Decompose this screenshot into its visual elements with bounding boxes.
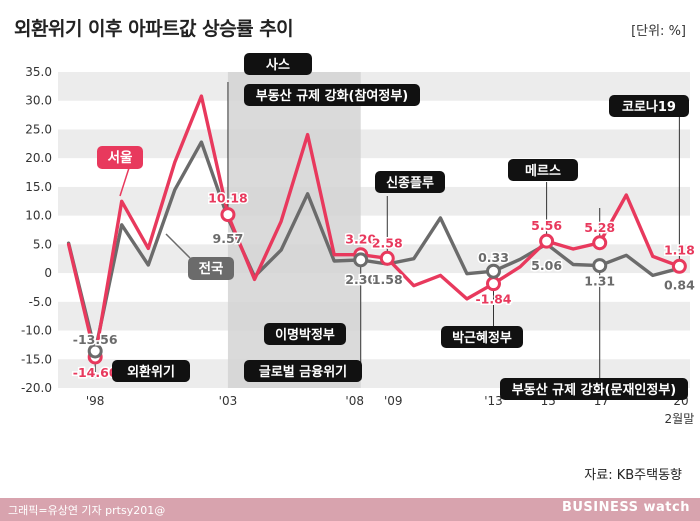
data-label: 5.06 bbox=[531, 258, 562, 273]
annotation-label: 신종플루 bbox=[386, 176, 434, 191]
annotation-label: 박근혜정부 bbox=[452, 330, 512, 346]
y-tick-label: 0 bbox=[44, 266, 52, 280]
x-tick-label: '98 bbox=[86, 394, 105, 408]
annotation-label: 부동산 규제 강화(문재인정부) bbox=[512, 382, 676, 398]
y-tick-label: 20.0 bbox=[25, 151, 52, 165]
annotation-box bbox=[244, 360, 362, 382]
marker-point bbox=[220, 207, 236, 223]
marker-points bbox=[87, 207, 687, 365]
unit-label: [단위: %] bbox=[631, 24, 686, 39]
annotation-box bbox=[375, 171, 445, 193]
series-lines bbox=[66, 94, 682, 359]
marker-point bbox=[87, 343, 103, 359]
annotation-label: 사스 bbox=[266, 57, 290, 73]
marker-point bbox=[353, 252, 369, 268]
data-label: -13.56 bbox=[73, 332, 118, 347]
series-line-seoul bbox=[66, 94, 682, 359]
x-tick-label: '08 bbox=[345, 394, 364, 408]
x-tick-label: '09 bbox=[384, 394, 403, 408]
annotation-leaders bbox=[94, 82, 680, 380]
annotation-box bbox=[112, 360, 190, 382]
y-tick-label: 30.0 bbox=[25, 94, 52, 108]
series-label-box bbox=[188, 257, 234, 280]
background-band bbox=[58, 186, 690, 216]
marker-point bbox=[485, 263, 501, 279]
data-label: 1.31 bbox=[584, 274, 615, 289]
annotation-label: 코로나19 bbox=[622, 99, 676, 115]
annotation-box bbox=[500, 378, 688, 400]
chart-title: 외환위기 이후 아파트값 상승률 추이 bbox=[14, 18, 294, 40]
data-label: 0.84 bbox=[664, 277, 695, 292]
y-tick-label: -15.0 bbox=[21, 352, 52, 366]
data-label: -14.60 bbox=[73, 365, 118, 380]
data-label: 1.58 bbox=[372, 272, 403, 287]
y-tick-label: -20.0 bbox=[21, 381, 52, 395]
y-tick-label: 25.0 bbox=[25, 122, 52, 136]
marker-point bbox=[539, 233, 555, 249]
data-label: 5.28 bbox=[584, 220, 615, 235]
marker-point bbox=[671, 258, 687, 274]
annotation-box bbox=[441, 326, 523, 348]
annotation-label: 메르스 bbox=[525, 164, 561, 179]
data-label: 2.30 bbox=[345, 272, 376, 287]
source-note: 자료: KB주택동향 bbox=[584, 468, 682, 483]
y-tick-label: 5.0 bbox=[33, 237, 52, 251]
annotation-box bbox=[244, 84, 420, 106]
data-label: 2.58 bbox=[372, 235, 403, 250]
brand-logo: BUSINESS watch bbox=[561, 500, 690, 515]
y-axis-ticks: 35.0 30.0 25.0 20.0 15.0 10.0 5.0 0 -5.0 -10.0 -15… bbox=[21, 65, 52, 395]
annotation-box bbox=[244, 53, 312, 75]
marker-point bbox=[379, 250, 395, 266]
annotation-box bbox=[508, 159, 578, 181]
data-label: 1.18 bbox=[664, 242, 695, 257]
data-label: -1.84 bbox=[475, 292, 511, 307]
footer-bar: 그래픽=유상연 기자 prtsy201@ BUSINESS watch bbox=[0, 498, 700, 521]
annotation-label: 글로벌 금융위기 bbox=[259, 364, 347, 380]
series-label-text: 서울 bbox=[108, 149, 133, 166]
x-tick-label: '13 bbox=[484, 394, 503, 408]
graphic-credit: 그래픽=유상연 기자 prtsy201@ bbox=[8, 504, 166, 517]
data-label: 10.18 bbox=[208, 191, 248, 206]
y-tick-label: 10.0 bbox=[25, 209, 52, 223]
annotation-label: 외환위기 bbox=[127, 364, 175, 380]
data-label: 3.20 bbox=[345, 232, 376, 247]
annotation-box bbox=[264, 323, 346, 345]
x-tick-label: '03 bbox=[219, 394, 238, 408]
y-tick-label: -10.0 bbox=[21, 324, 52, 338]
background-band bbox=[58, 301, 690, 331]
y-tick-label: 15.0 bbox=[25, 180, 52, 194]
series-label-box bbox=[97, 146, 143, 169]
annotation-box bbox=[609, 95, 689, 117]
marker-point bbox=[592, 235, 608, 251]
background-band bbox=[58, 244, 690, 274]
marker-point bbox=[485, 276, 501, 292]
series-label-leader bbox=[165, 233, 191, 259]
background-band bbox=[58, 129, 690, 159]
data-label: 9.57 bbox=[213, 231, 244, 246]
annotation-label: 이명박정부 bbox=[275, 327, 335, 343]
data-label: 0.33 bbox=[478, 250, 509, 265]
y-tick-label: 35.0 bbox=[25, 65, 52, 79]
y-tick-label: -5.0 bbox=[29, 295, 52, 309]
marker-point bbox=[592, 258, 608, 274]
data-labels: -14.60 -13.56 10.18 9.57 3.20 2.30 2.58 1.58 0.3… bbox=[71, 189, 696, 381]
series-line-nation bbox=[66, 140, 682, 353]
series-label-leader bbox=[119, 167, 130, 197]
x-tick-sublabel: 2월말 bbox=[665, 412, 695, 426]
series-label-text: 전국 bbox=[199, 260, 224, 277]
annotation-label: 부동산 규제 강화(참여정부) bbox=[256, 88, 409, 104]
data-label: 5.56 bbox=[531, 218, 562, 233]
